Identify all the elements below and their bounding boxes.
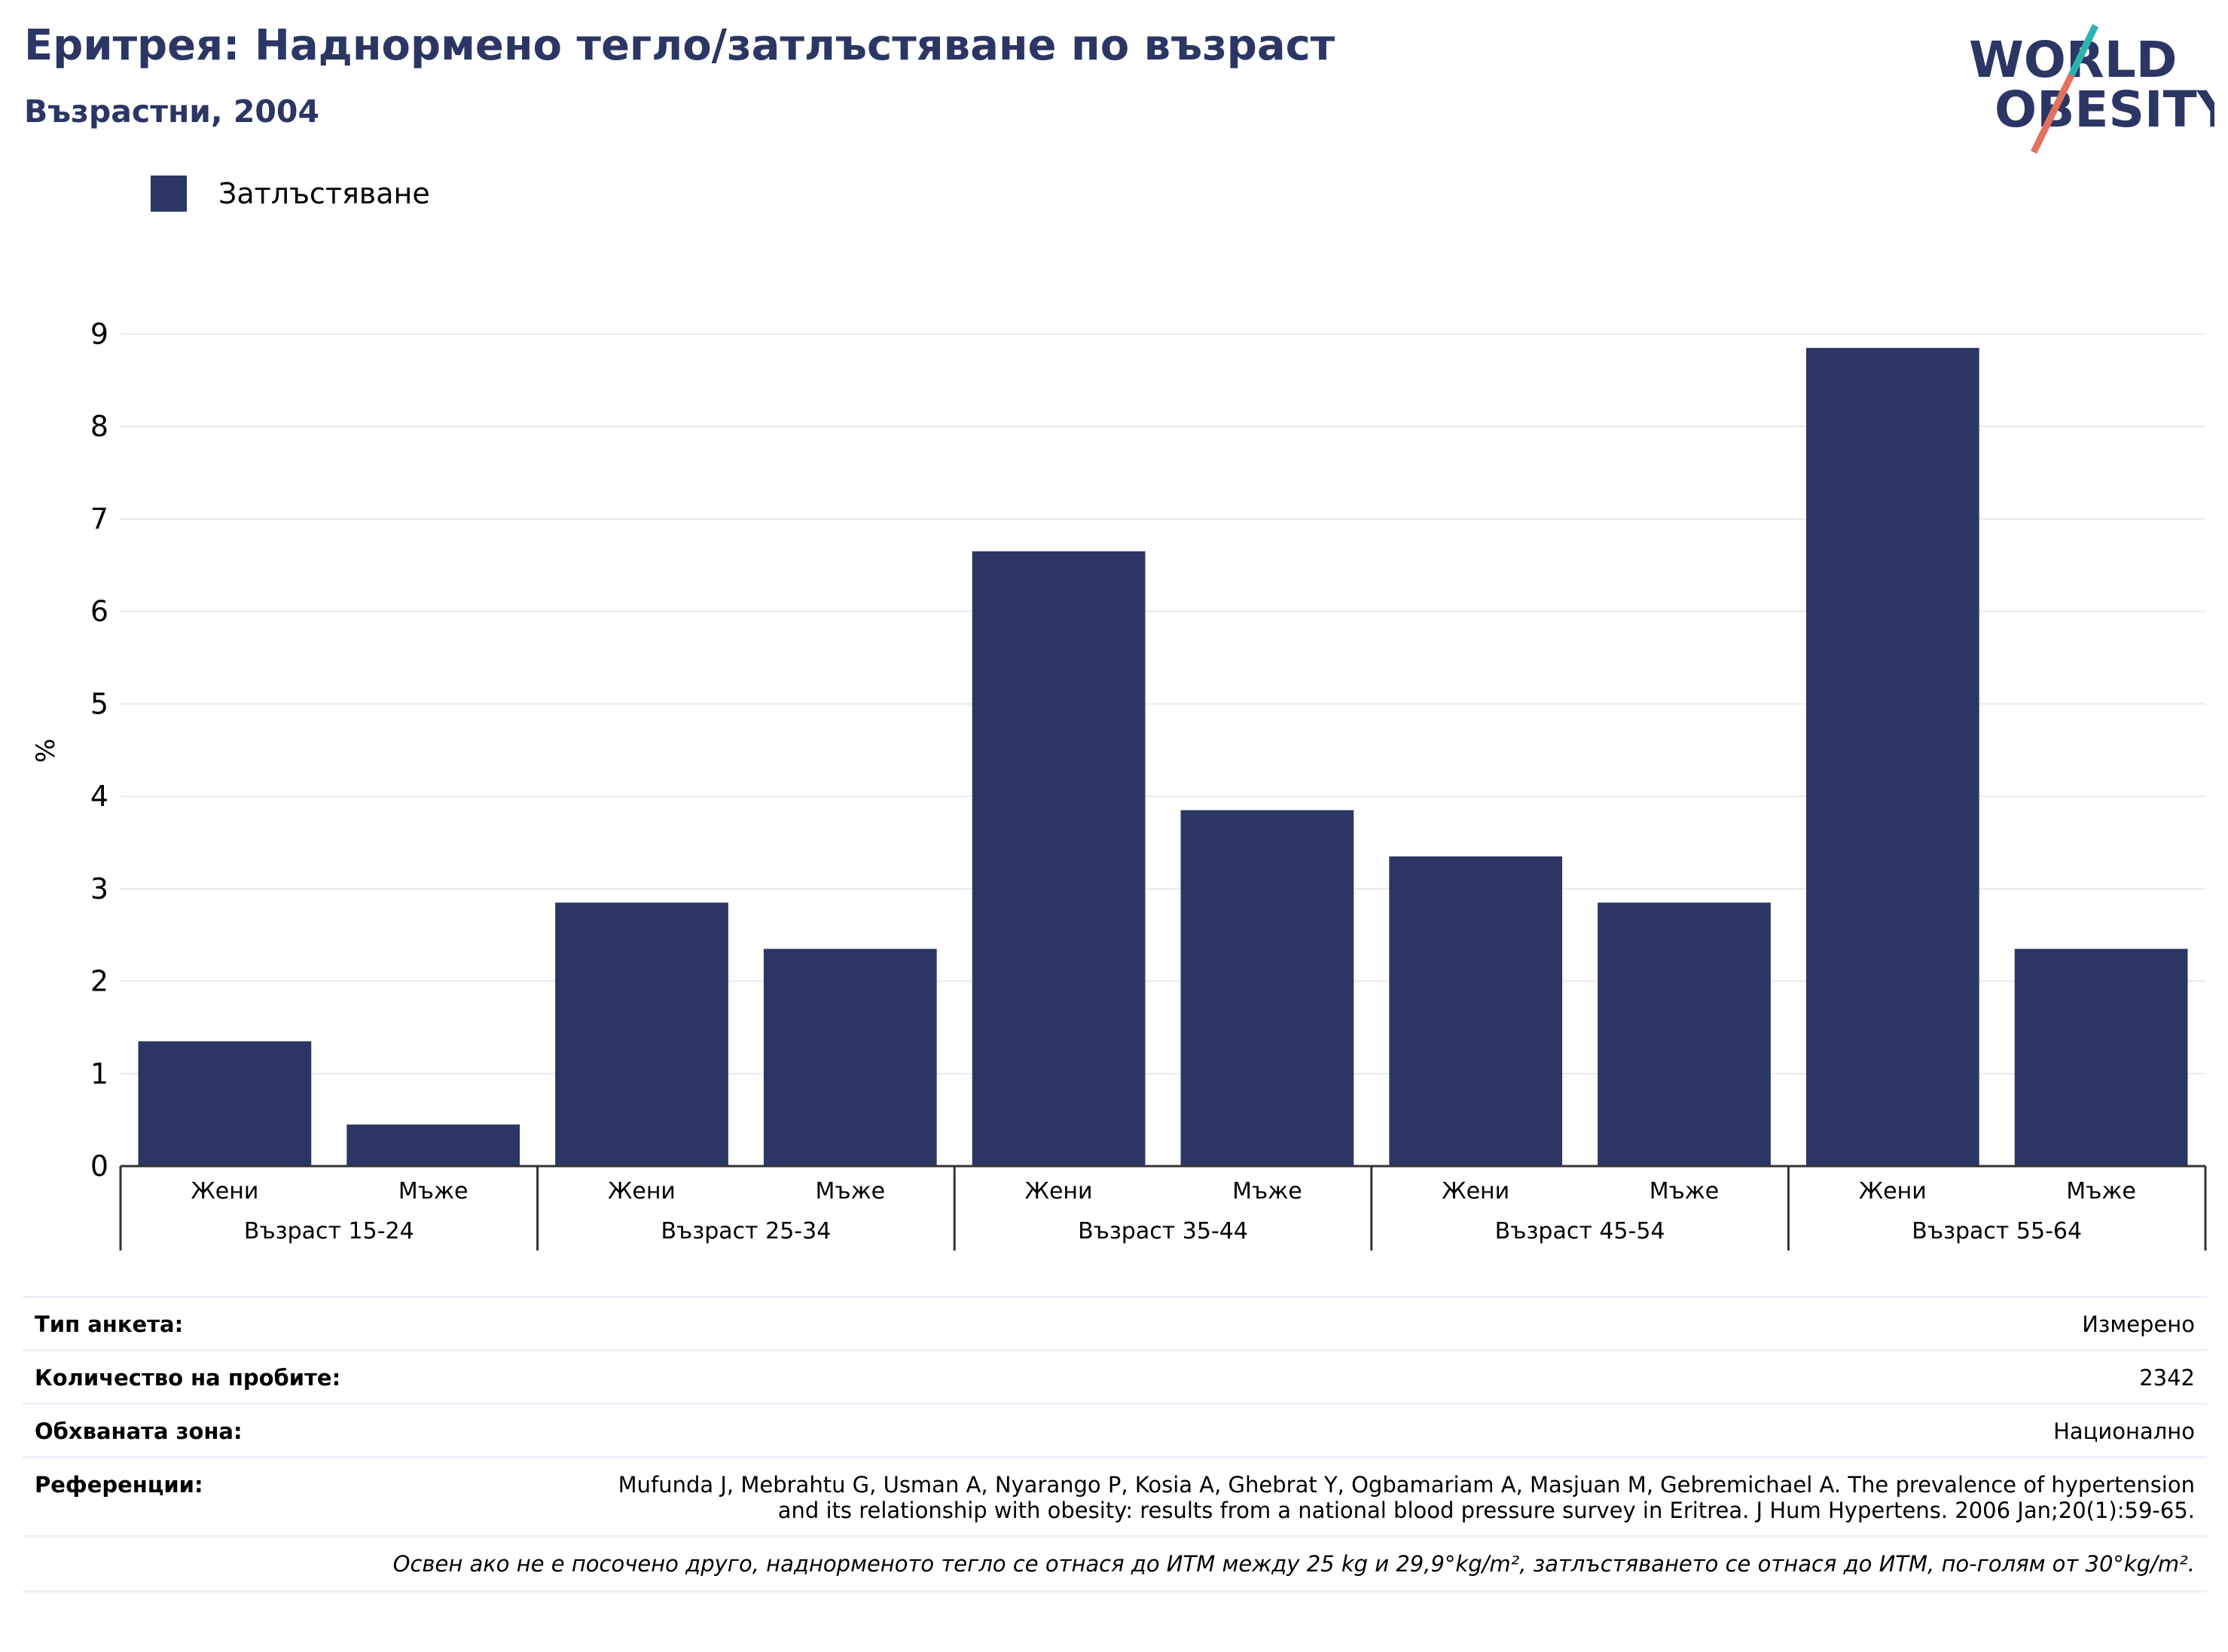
- logo-word-obesity: OBESITY: [1995, 81, 2214, 139]
- x-group-label: Възраст 45-54: [1495, 1218, 1665, 1244]
- chart-subtitle: Възрастни, 2004: [24, 93, 319, 130]
- y-tick-label: 8: [90, 410, 108, 443]
- x-group-label: Възраст 25-34: [661, 1218, 831, 1244]
- y-tick-label: 3: [90, 872, 108, 905]
- x-group-label: Възраст 15-24: [244, 1218, 414, 1244]
- x-group-label: Възраст 35-44: [1078, 1218, 1248, 1244]
- y-tick-label: 0: [90, 1150, 108, 1183]
- y-tick-label: 2: [90, 965, 108, 998]
- bmi-definition-note: Освен ако не е посочено друго, наднормен…: [23, 1535, 2207, 1592]
- info-label: Референции:: [35, 1472, 203, 1498]
- info-value: 2342: [2139, 1365, 2195, 1391]
- info-row-sample-size: Количество на пробите: 2342: [23, 1349, 2207, 1403]
- x-subcategory-label: Мъже: [1232, 1178, 1302, 1205]
- bar: [138, 1041, 312, 1166]
- x-subcategory-label: Жени: [1025, 1178, 1093, 1205]
- y-tick-label: 9: [90, 317, 108, 350]
- y-tick-label: 6: [90, 595, 108, 628]
- bar: [2014, 948, 2188, 1166]
- bar: [1389, 856, 1563, 1166]
- x-subcategory-label: Мъже: [816, 1178, 886, 1205]
- x-subcategory-label: Жени: [191, 1178, 258, 1205]
- chart-legend: Затлъстяване: [151, 175, 430, 212]
- logo-slash-teal: [2068, 24, 2099, 77]
- x-group-label: Възраст 55-64: [1912, 1218, 2082, 1244]
- x-subcategory-label: Жени: [1442, 1178, 1509, 1205]
- y-axis-label: %: [31, 738, 61, 762]
- bar: [972, 551, 1146, 1166]
- info-label: Обхваната зона:: [35, 1418, 243, 1444]
- y-tick-label: 4: [90, 780, 108, 813]
- info-value: Измерено: [2082, 1312, 2195, 1337]
- survey-info-table: Тип анкета: Измерено Количество на проби…: [23, 1296, 2207, 1592]
- info-row-survey-type: Тип анкета: Измерено: [23, 1296, 2207, 1349]
- world-obesity-logo: WORLD OBESITY: [1969, 24, 2214, 154]
- info-value: Национално: [2053, 1418, 2195, 1444]
- bar: [1180, 810, 1354, 1166]
- legend-label: Затлъстяване: [218, 177, 430, 210]
- info-value: Mufunda J, Mebrahtu G, Usman A, Nyarango…: [618, 1472, 2195, 1523]
- logo-slash-coral: [2030, 74, 2075, 154]
- chart-title: Еритрея: Наднормено тегло/затлъстяване п…: [24, 21, 1335, 70]
- info-row-references: Референции: Mufunda J, Mebrahtu G, Usman…: [23, 1456, 2207, 1535]
- y-tick-label: 5: [90, 687, 108, 720]
- info-label: Тип анкета:: [35, 1312, 184, 1337]
- bar: [763, 948, 937, 1166]
- bar-chart: 0 1 2 3 4 5 6 7 8 9% Жени Мъже Възраст 15-24 Жени Мъже…: [31, 317, 2207, 1250]
- x-subcategory-label: Мъже: [2066, 1178, 2136, 1205]
- x-subcategory-label: Жени: [608, 1178, 676, 1205]
- x-subcategory-label: Жени: [1859, 1178, 1927, 1205]
- y-tick-label: 1: [90, 1057, 108, 1090]
- bar: [555, 902, 728, 1166]
- info-row-area-covered: Обхваната зона: Национално: [23, 1403, 2207, 1456]
- x-subcategory-label: Мъже: [1650, 1178, 1720, 1205]
- bar: [346, 1124, 520, 1166]
- x-subcategory-label: Мъже: [398, 1178, 468, 1205]
- bar: [1598, 902, 1771, 1166]
- legend-swatch: [151, 176, 187, 212]
- info-label: Количество на пробите:: [35, 1365, 341, 1391]
- y-tick-label: 7: [90, 502, 108, 536]
- bar: [1805, 347, 1979, 1166]
